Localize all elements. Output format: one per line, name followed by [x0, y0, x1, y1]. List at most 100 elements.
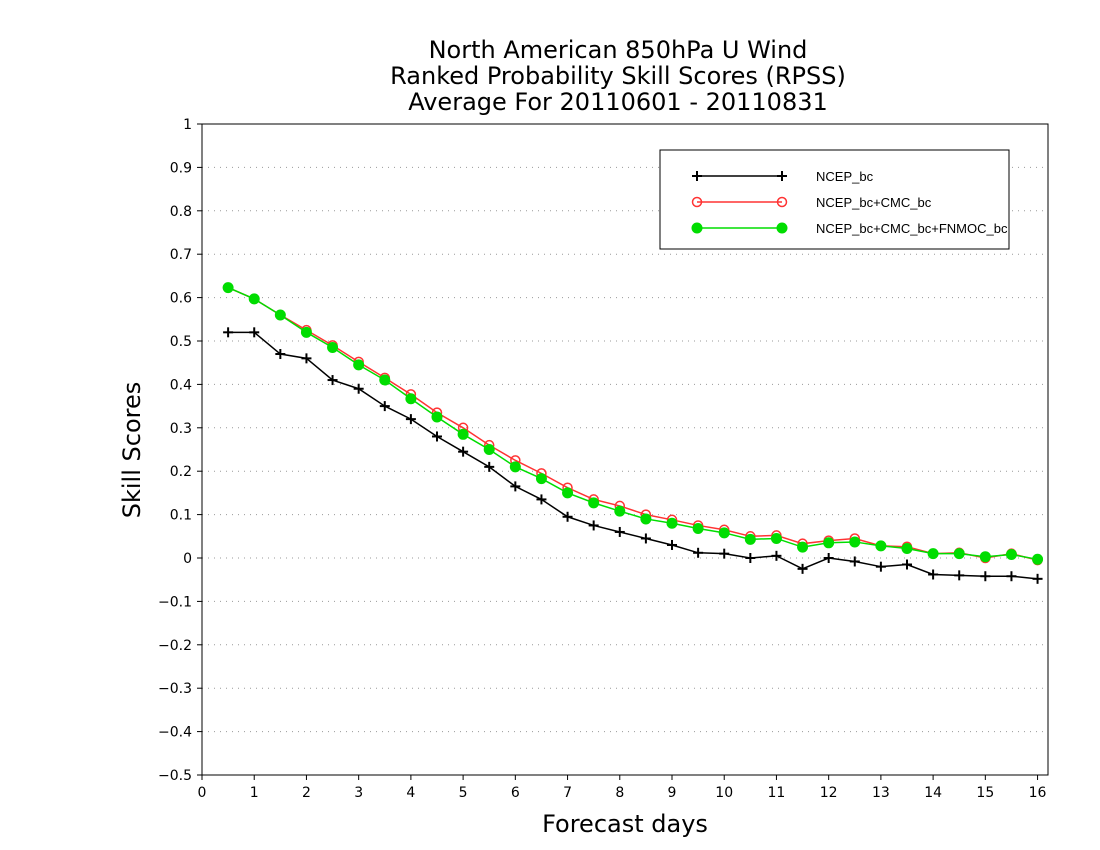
data-point	[379, 401, 390, 412]
x-tick-label: 5	[459, 785, 468, 801]
data-point	[771, 550, 782, 561]
data-point	[640, 533, 651, 544]
y-tick-label: 0.5	[170, 334, 192, 350]
x-tick-label: 12	[820, 785, 838, 801]
data-point	[223, 327, 234, 338]
data-point	[275, 349, 286, 360]
data-point	[901, 542, 913, 554]
data-point	[588, 520, 599, 531]
x-tick-label: 13	[872, 785, 890, 801]
data-point	[588, 497, 600, 509]
title-line-1: North American 850hPa U Wind	[429, 36, 808, 64]
title-line-2: Ranked Probability Skill Scores (RPSS)	[390, 62, 846, 90]
data-point	[927, 548, 939, 560]
x-axis-ticks: 0 1 2 3 4 5 6 7 8 9 10 11 12 13 14 15 16	[198, 775, 1047, 801]
data-point	[614, 505, 626, 517]
data-point	[614, 526, 625, 537]
y-tick-label: 0.4	[170, 377, 192, 393]
data-point	[902, 559, 912, 570]
data-point	[405, 414, 416, 425]
legend: NCEP_bc NCEP_bc+CMC_bc NCEP_bc+CMC_bc+FNMO…	[659, 149, 1010, 250]
data-point	[928, 569, 939, 580]
data-point	[640, 513, 652, 525]
data-point	[379, 374, 391, 386]
x-tick-label: 4	[406, 785, 415, 801]
x-tick-label: 10	[715, 785, 733, 801]
x-axis-label: Forecast days	[542, 810, 708, 838]
x-tick-label: 14	[924, 785, 942, 801]
data-point	[770, 532, 782, 544]
data-point	[849, 556, 860, 567]
data-point	[954, 570, 965, 581]
legend-marker	[691, 196, 703, 208]
y-tick-label: 0.2	[170, 464, 192, 480]
data-point	[353, 383, 364, 394]
data-point	[718, 527, 730, 539]
legend-label: NCEP_bc	[816, 169, 874, 184]
y-tick-label: −0.3	[158, 681, 192, 697]
y-tick-label: 1	[183, 117, 192, 133]
legend-entry-0: NCEP_bc	[692, 169, 874, 184]
x-tick-label: 11	[768, 785, 786, 801]
legend-marker	[777, 171, 787, 181]
y-tick-label: 0.3	[170, 421, 192, 437]
data-point	[327, 375, 338, 386]
series-line	[227, 286, 1038, 561]
data-point	[431, 411, 443, 423]
y-tick-label: −0.4	[158, 725, 192, 741]
data-point	[953, 548, 965, 560]
x-tick-label: 0	[198, 785, 207, 801]
series-2	[222, 282, 1044, 565]
x-tick-label: 1	[250, 785, 259, 801]
y-tick-label: 0.9	[170, 160, 192, 176]
data-point	[980, 571, 991, 582]
data-point	[1032, 553, 1044, 565]
plot-frame	[201, 123, 1049, 776]
data-point	[693, 547, 704, 558]
data-point	[405, 393, 417, 405]
data-point	[353, 359, 365, 371]
y-tick-label: 0.6	[170, 291, 192, 307]
data-point	[562, 487, 574, 499]
data-point	[248, 293, 260, 305]
data-point	[327, 342, 339, 354]
x-tick-label: 3	[354, 785, 363, 801]
x-tick-label: 16	[1029, 785, 1047, 801]
data-point	[797, 541, 809, 553]
data-point	[823, 537, 835, 549]
legend-entry-2: NCEP_bc+CMC_bc+FNMOC_bc	[691, 221, 1008, 236]
series-line	[227, 286, 1038, 561]
data-point	[457, 428, 469, 440]
data-point	[667, 539, 677, 550]
data-point	[979, 551, 991, 563]
legend-marker	[692, 171, 702, 181]
grid	[202, 166, 1048, 733]
data-point	[562, 511, 573, 522]
data-point	[823, 553, 834, 563]
x-tick-label: 7	[563, 785, 572, 801]
x-tick-label: 9	[668, 785, 677, 801]
data-point	[745, 553, 756, 563]
data-point	[692, 522, 704, 534]
legend-label: NCEP_bc+CMC_bc	[816, 195, 932, 210]
chart-title: North American 850hPa U Wind Ranked Prob…	[390, 36, 846, 116]
data-point	[875, 540, 887, 552]
data-point	[535, 473, 547, 485]
legend-box	[659, 149, 1010, 250]
x-tick-label: 2	[302, 785, 311, 801]
legend-marker	[776, 196, 788, 208]
y-axis-label: Skill Scores	[118, 382, 146, 519]
x-tick-label: 6	[511, 785, 520, 801]
series-line	[228, 331, 1038, 580]
data-point	[483, 444, 495, 455]
y-tick-label: 0.7	[170, 247, 192, 263]
series-1	[222, 282, 1043, 566]
data-point	[484, 461, 495, 472]
legend-marker	[776, 222, 788, 234]
y-tick-label: −0.1	[158, 594, 192, 610]
legend-entry-1: NCEP_bc+CMC_bc	[691, 195, 932, 210]
data-point	[744, 533, 756, 545]
data-point	[797, 563, 808, 574]
y-tick-label: −0.2	[158, 638, 192, 654]
